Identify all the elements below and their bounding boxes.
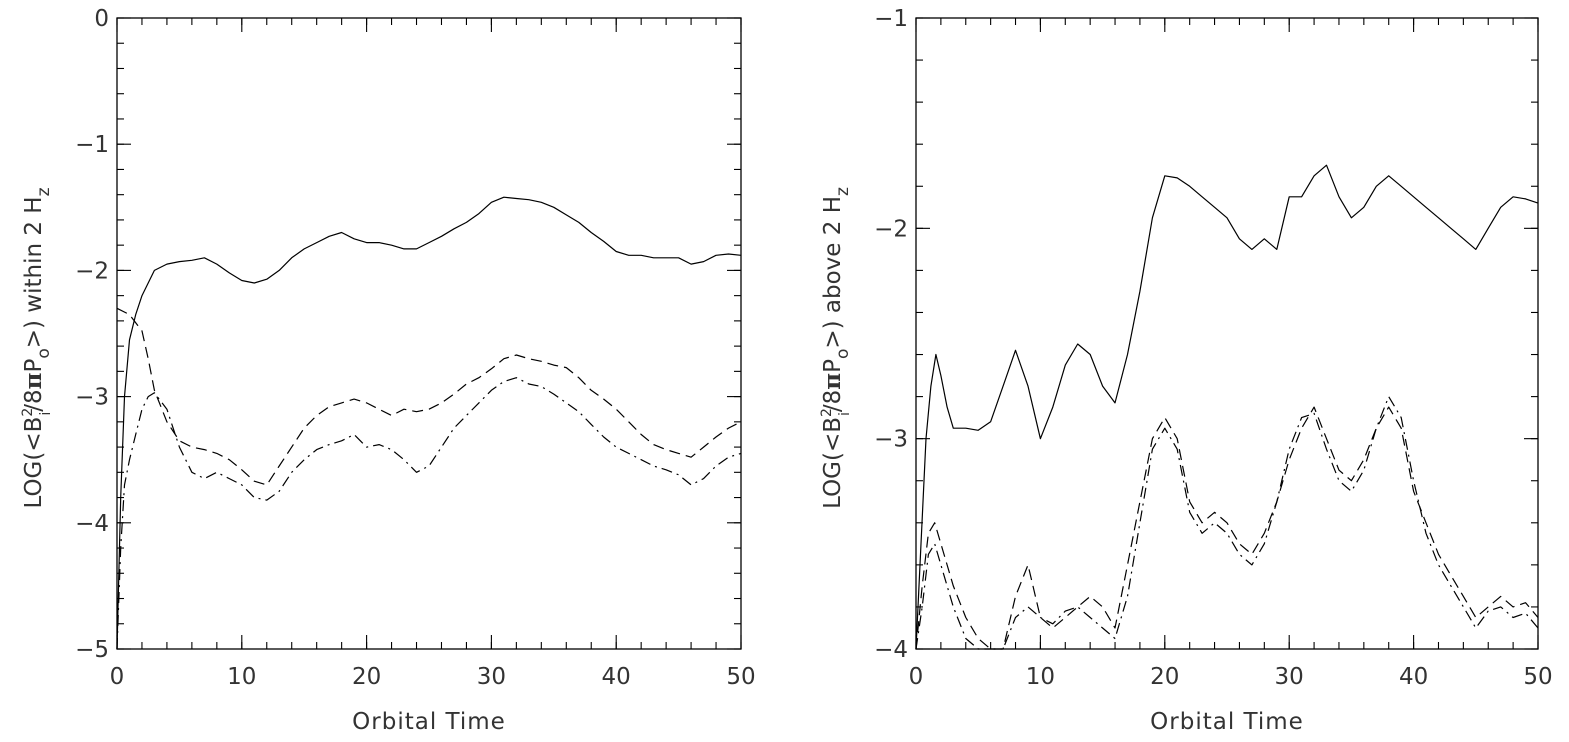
left-x-ticks: 0 10 20 30 40 50 xyxy=(110,18,756,690)
left-y-tick-label: −1 xyxy=(75,132,109,158)
left-series-dashdot-line xyxy=(116,377,742,650)
right-x-tick-label: 0 xyxy=(909,664,924,690)
left-x-tick-label: 10 xyxy=(227,664,256,690)
left-series-group xyxy=(116,196,742,650)
left-x-tick-label: 0 xyxy=(110,664,125,690)
left-series-solid-line xyxy=(116,196,742,650)
left-y-tick-label: −5 xyxy=(75,637,109,663)
right-x-tick-label: 50 xyxy=(1523,664,1552,690)
right-y-axis-title: LOG(<B2 i/8πPo>) above 2 Hz xyxy=(819,187,853,509)
right-series-group xyxy=(915,164,1539,650)
left-ylabel-mid: /8 xyxy=(21,389,47,411)
right-x-tick-label: 40 xyxy=(1399,664,1428,690)
left-x-tick-label: 30 xyxy=(477,664,506,690)
right-x-tick-label: 10 xyxy=(1026,664,1055,690)
right-ylabel-close: >) above 2 H xyxy=(820,196,846,349)
left-x-axis-title: Orbital Time xyxy=(352,709,506,735)
left-ylabel-o: o xyxy=(34,348,54,358)
left-ylabel-sup: 2 xyxy=(20,408,36,417)
right-ylabel-o: o xyxy=(833,349,853,359)
right-y-ticks: −1 −2 −3 −4 xyxy=(874,6,1538,663)
left-ylabel-z: z xyxy=(34,187,54,196)
right-ylabel-z: z xyxy=(833,187,853,196)
left-x-tick-label: 40 xyxy=(602,664,631,690)
right-plot-frame xyxy=(915,17,1539,650)
left-y-axis-title: LOG(<B2 i/8πPo>) within 2 Hz xyxy=(20,187,54,508)
right-y-tick-label: −3 xyxy=(874,427,908,453)
left-y-tick-label: −3 xyxy=(75,385,109,411)
left-chart-panel: 0 10 20 30 40 50 0 −1 −2 −3 −4 −5 Orbital Time LOG… xyxy=(20,6,756,735)
right-ylabel-pi: π xyxy=(819,373,846,390)
right-ylabel-prefix: LOG(<B xyxy=(820,417,846,509)
right-x-tick-label: 20 xyxy=(1150,664,1179,690)
left-ylabel-close: >) within 2 H xyxy=(21,196,47,348)
right-x-ticks: 0 10 20 30 40 50 xyxy=(909,18,1553,690)
right-ylabel-mid: /8 xyxy=(820,390,846,412)
left-ylabel-p: P xyxy=(21,359,47,373)
left-y-tick-label: −2 xyxy=(75,258,109,284)
right-series-solid-line xyxy=(915,164,1539,650)
left-y-tick-label: −4 xyxy=(75,511,109,537)
left-ylabel-prefix: LOG(<B xyxy=(21,417,47,509)
right-y-tick-label: −1 xyxy=(874,6,908,32)
left-ylabel-sub: i xyxy=(38,412,54,416)
right-y-tick-label: −2 xyxy=(874,216,908,242)
left-y-tick-label: 0 xyxy=(94,6,109,32)
right-x-tick-label: 30 xyxy=(1275,664,1304,690)
left-plot-frame xyxy=(116,17,742,650)
right-x-axis-title: Orbital Time xyxy=(1150,709,1304,735)
right-ylabel-sub: i xyxy=(837,412,853,416)
left-series-dashed-line xyxy=(116,307,742,486)
left-x-tick-label: 20 xyxy=(352,664,381,690)
right-chart-panel: 0 10 20 30 40 50 −1 −2 −3 −4 Orbital Time LOG(<B… xyxy=(819,6,1553,735)
left-y-ticks: 0 −1 −2 −3 −4 −5 xyxy=(75,6,741,663)
right-ylabel-sup: 2 xyxy=(819,408,835,417)
right-y-tick-label: −4 xyxy=(874,637,908,663)
right-series-dashed-line xyxy=(915,406,1539,650)
left-x-tick-label: 50 xyxy=(726,664,755,690)
right-ylabel-p: P xyxy=(820,359,846,373)
left-ylabel-pi: π xyxy=(20,372,47,389)
